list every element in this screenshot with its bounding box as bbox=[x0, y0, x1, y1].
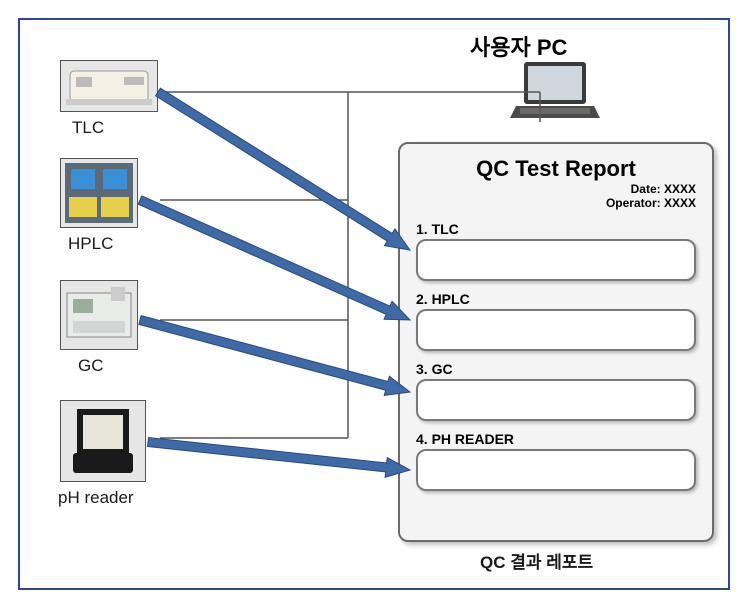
device-gc bbox=[60, 280, 138, 350]
device-hplc bbox=[60, 158, 138, 228]
report-section-label: 3. GC bbox=[416, 361, 696, 377]
device-gc-label: GC bbox=[78, 356, 104, 376]
report-box: QC Test Report Date: XXXX Operator: XXXX… bbox=[398, 142, 714, 542]
device-ph-label: pH reader bbox=[58, 488, 134, 508]
report-section-label: 1. TLC bbox=[416, 221, 696, 237]
device-hplc-label: HPLC bbox=[68, 234, 113, 254]
report-section-slot bbox=[416, 239, 696, 281]
report-meta-date: Date: XXXX bbox=[416, 182, 696, 196]
report-section-slot bbox=[416, 309, 696, 351]
report-title: QC Test Report bbox=[416, 156, 696, 182]
laptop-icon bbox=[510, 58, 600, 128]
device-tlc bbox=[60, 60, 158, 112]
report-section-slot bbox=[416, 379, 696, 421]
report-meta: Date: XXXX Operator: XXXX bbox=[416, 182, 696, 211]
report-section-slot bbox=[416, 449, 696, 491]
report-footer-label: QC 결과 레포트 bbox=[480, 548, 593, 573]
report-section-label: 2. HPLC bbox=[416, 291, 696, 307]
report-meta-operator: Operator: XXXX bbox=[416, 196, 696, 210]
diagram-canvas: 사용자 PC TLC bbox=[0, 0, 749, 609]
report-section-label: 4. PH READER bbox=[416, 431, 696, 447]
device-ph bbox=[60, 400, 146, 482]
device-tlc-label: TLC bbox=[72, 118, 104, 138]
